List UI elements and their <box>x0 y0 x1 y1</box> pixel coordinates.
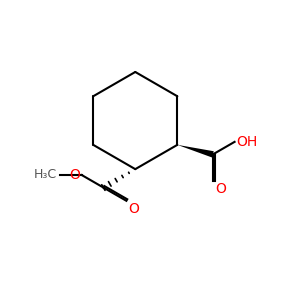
Text: H₃C: H₃C <box>34 168 57 181</box>
Text: O: O <box>69 168 80 182</box>
Text: O: O <box>215 182 226 196</box>
Polygon shape <box>177 145 214 158</box>
Text: O: O <box>128 202 139 216</box>
Text: OH: OH <box>236 135 257 149</box>
